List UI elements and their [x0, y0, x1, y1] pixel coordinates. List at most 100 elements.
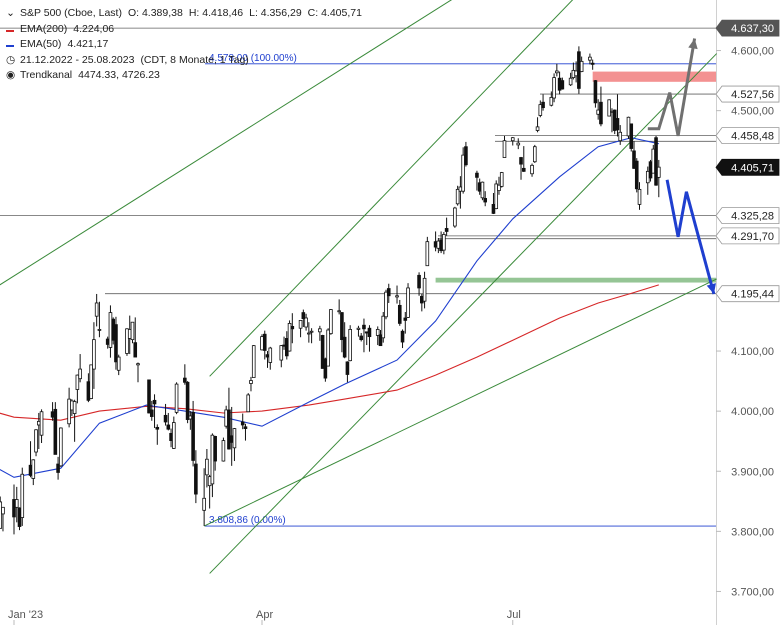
candle-body: [519, 157, 523, 165]
candle-body: [166, 424, 171, 430]
candle-body: [227, 409, 231, 450]
candle-body: [89, 364, 93, 399]
candle-body: [97, 329, 102, 331]
y-tick-label: 4.000,00: [731, 406, 774, 418]
candle-body: [378, 334, 383, 347]
candle-body: [53, 408, 58, 455]
price-level-label: 4.637,30: [715, 19, 780, 37]
candle-body: [632, 150, 636, 169]
candle-body: [251, 345, 256, 378]
candle-body: [615, 118, 620, 131]
ema200-swatch-icon: [6, 29, 14, 32]
trendline: [203, 278, 717, 527]
y-tick-label: 3.900,00: [731, 466, 774, 478]
candle-body: [395, 295, 399, 298]
candle-body: [654, 137, 658, 186]
legend-low: L: 4.356,29: [249, 7, 302, 19]
candle-body: [530, 164, 534, 175]
candle-body: [422, 277, 427, 302]
legend-open: O: 4.389,38: [127, 7, 183, 19]
price-label-box: [715, 19, 780, 37]
plot-area: [0, 0, 716, 625]
candle-body: [72, 401, 77, 414]
candle-body: [634, 160, 639, 190]
candle-body: [14, 499, 19, 508]
candle-body: [588, 56, 592, 61]
price-level-label: 4.291,70: [715, 227, 780, 245]
candle-body: [541, 101, 545, 109]
candle-body: [599, 101, 603, 125]
candle-body: [221, 440, 226, 462]
candle-body: [480, 181, 485, 199]
price-label-box: [715, 207, 780, 225]
candle-body: [287, 323, 292, 352]
ema50-swatch-icon: [6, 45, 14, 47]
candle-body: [356, 327, 361, 330]
candle-body: [12, 499, 16, 518]
candle-body: [262, 333, 267, 351]
price-label-box: [715, 227, 780, 245]
candle-body: [579, 60, 584, 72]
candle-body: [521, 167, 526, 172]
candle-body: [590, 62, 595, 65]
candle-body: [381, 315, 386, 339]
candle-body: [152, 399, 157, 405]
candle-body: [94, 302, 99, 317]
candle-body: [155, 426, 160, 430]
candle-body: [116, 356, 121, 371]
arrow-head-icon: [688, 38, 698, 50]
candle-body: [367, 327, 372, 338]
fib-level-label: 3.808,86 (0.00%): [209, 515, 286, 526]
y-tick-label: 3.800,00: [731, 526, 774, 538]
candle-body: [417, 274, 421, 289]
bearish-scenario-arrow: [665, 179, 716, 295]
candle-body: [497, 184, 501, 191]
candle-body: [125, 328, 129, 354]
candle-body: [533, 146, 537, 163]
candle-body: [249, 380, 253, 384]
candle-body: [442, 234, 446, 251]
candle-body: [326, 329, 330, 367]
candle-body: [307, 332, 311, 335]
candle-body: [375, 329, 380, 336]
chevron-down-icon[interactable]: ⌄: [6, 7, 15, 19]
candle-body: [538, 104, 543, 116]
candle-body: [657, 166, 661, 178]
legend-trend: ◉ Trendkanal 4474.33, 4726.23: [6, 68, 362, 84]
candle-body: [345, 361, 350, 375]
candle-body: [406, 287, 410, 318]
clock-icon: ◷: [6, 53, 16, 66]
candle-body: [453, 207, 457, 227]
candle-body: [320, 335, 325, 369]
y-tick-label: 4.600,00: [731, 46, 774, 58]
legend-ema50-name: EMA(50): [20, 38, 62, 50]
background-layer: [0, 0, 717, 625]
candle-body: [397, 304, 402, 324]
trendline: [209, 0, 574, 377]
price-label-box: [715, 285, 780, 303]
candle-body: [629, 123, 634, 149]
price-label-text: 4.637,30: [731, 23, 774, 35]
levels-layer: 4.578,00 (100.00%) 3.808,86 (0.00%): [0, 27, 716, 527]
candle-body: [185, 381, 190, 420]
candle-body: [59, 427, 63, 467]
candle-body: [243, 426, 248, 429]
legend-range: ◷ 21.12.2022 - 25.08.2023 (CDT, 8 Monate…: [6, 53, 362, 69]
candle-body: [309, 330, 314, 333]
price-level-label: 4.458,48: [715, 127, 780, 145]
ema200-line: [0, 284, 659, 421]
price-label-text: 4.195,44: [731, 289, 774, 301]
price-label-box: [715, 85, 780, 103]
candle-body: [494, 183, 499, 210]
legend-ema50-value: 4.421,17: [67, 38, 109, 50]
price-label-box: [715, 127, 780, 145]
y-tick-label: 3.700,00: [731, 586, 774, 598]
candle-body: [133, 342, 138, 358]
candles-layer: [0, 46, 661, 535]
candle-body: [31, 459, 36, 479]
price-level-label: 4.325,28: [715, 207, 780, 225]
candle-body: [340, 312, 344, 341]
price-labels-layer: 4.637,30 4.527,56 4.458,48 4.405,71 4.325,28…: [715, 19, 780, 303]
price-label-text: 4.291,70: [731, 231, 774, 243]
